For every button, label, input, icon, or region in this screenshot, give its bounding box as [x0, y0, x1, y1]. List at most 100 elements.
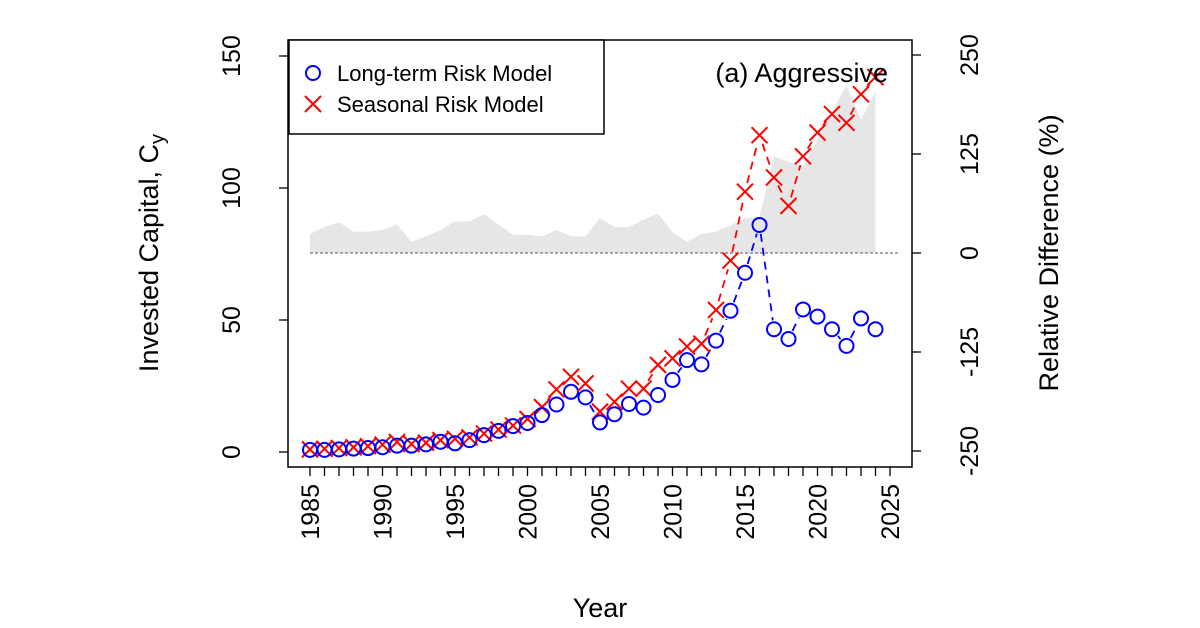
series-line-segment [849, 325, 858, 339]
cross-stroke [779, 197, 798, 215]
y2-axis-label: Relative Difference (%) [1034, 114, 1064, 391]
seasonal-cross-point [649, 356, 667, 374]
long-term-circle-point [838, 337, 855, 354]
cross-stroke [823, 105, 841, 123]
seasonal-cross-point [808, 123, 827, 142]
series-line-segment [677, 366, 683, 374]
seasonal-cross-point [678, 337, 696, 356]
x-tick-label: 2005 [587, 484, 615, 540]
cross-stroke [663, 349, 682, 367]
seasonal-cross-point [634, 379, 653, 398]
long-term-circle-point [693, 356, 710, 373]
y-tick-label: 0 [218, 445, 246, 459]
long-term-circle-point [548, 396, 565, 413]
y-axis-label-subscript: y [147, 134, 169, 144]
long-term-circle-point [621, 395, 637, 412]
cross-stroke [678, 337, 696, 356]
long-term-circle-point [853, 310, 869, 327]
legend-cross-marker [304, 95, 322, 113]
cross-stroke [388, 433, 406, 451]
seasonal-cross-point [605, 393, 624, 411]
cross-stroke [692, 335, 711, 353]
cross-stroke [373, 435, 392, 454]
long-term-circle-point [360, 440, 376, 457]
cross-stroke [518, 410, 537, 428]
series-points [301, 68, 885, 459]
long-term-circle-point [432, 433, 449, 450]
long-term-circle-point [563, 383, 579, 400]
x-tick-label: 2010 [660, 484, 688, 540]
y-axis-label-main: Invested Capital, C [134, 144, 164, 372]
cross-stroke [547, 380, 566, 399]
y2-tick-label: 125 [956, 133, 984, 175]
seasonal-cross-point [388, 433, 406, 451]
seasonal-cross-point [736, 182, 754, 201]
legend: Long-term Risk Model Seasonal Risk Model [288, 39, 605, 135]
y-tick-label: 50 [218, 306, 246, 334]
y-tick-label: 150 [218, 35, 246, 77]
cross-stroke [750, 126, 769, 144]
series-line-segment [731, 200, 745, 252]
long-term-circle-point [447, 435, 463, 452]
relative-difference-area-path [310, 85, 876, 253]
series-line-segment [791, 317, 800, 332]
x-tick-label: 2020 [805, 484, 833, 540]
cross-stroke [620, 379, 638, 398]
cross-stroke [649, 356, 667, 374]
cross-stroke [721, 251, 740, 270]
series-line-segment [719, 318, 728, 333]
series-line-segment [759, 233, 774, 321]
y2-tick-label: -250 [956, 426, 984, 476]
series-line-segment [761, 143, 772, 170]
series-line-segment [790, 164, 802, 198]
cross-stroke [837, 114, 856, 132]
cross-stroke [736, 182, 754, 201]
long-term-circle-point [780, 331, 797, 348]
long-term-circle-point [722, 302, 739, 319]
long-term-circle-point [534, 407, 550, 424]
seasonal-cross-point [620, 379, 638, 398]
series-line-segment [746, 143, 759, 184]
legend-label-long-term: Long-term Risk Model [337, 61, 552, 86]
seasonal-cross-point [547, 380, 566, 399]
cross-stroke [460, 428, 479, 447]
long-term-circle-point [490, 422, 507, 439]
long-term-circle-point [751, 216, 768, 233]
long-term-circle-point [418, 436, 434, 453]
long-term-circle-point [766, 321, 782, 338]
series-line-segment [806, 139, 814, 150]
series-line-segment [777, 185, 786, 199]
seasonal-cross-point [794, 147, 812, 166]
x-tick-label: 1985 [297, 484, 325, 540]
cross-stroke [794, 147, 812, 166]
long-term-circle-point [476, 427, 492, 444]
seasonal-cross-point [866, 68, 885, 86]
long-term-circle-point [809, 308, 826, 325]
y2-tick-label: 0 [956, 246, 984, 260]
chart-title: (a) Aggressive [715, 58, 888, 88]
cross-stroke [576, 374, 595, 393]
seasonal-cross-point [460, 428, 479, 447]
seasonal-cross-point [663, 349, 682, 367]
cross-stroke [808, 123, 827, 142]
seasonal-cross-point [823, 105, 841, 123]
relative-difference-area [310, 85, 876, 253]
series-line-segment [705, 347, 713, 358]
x-tick-label: 2015 [732, 484, 760, 540]
seasonal-cross-point [373, 435, 392, 454]
long-term-circle-point [519, 414, 536, 431]
series-line-segment [849, 101, 858, 116]
long-term-circle-point [650, 386, 666, 403]
cross-stroke [446, 430, 464, 448]
x-tick-label: 1990 [370, 484, 398, 540]
seasonal-cross-point [692, 335, 711, 353]
seasonal-cross-point [707, 301, 725, 319]
long-term-circle-point [708, 332, 724, 349]
long-term-circle-point [867, 321, 884, 338]
y-tick-label: 100 [218, 167, 246, 209]
series-line-segment [822, 120, 828, 127]
x-tick-label: 1995 [442, 484, 470, 540]
y2-tick-label: -125 [956, 327, 984, 377]
long-term-circle-point [461, 432, 478, 449]
